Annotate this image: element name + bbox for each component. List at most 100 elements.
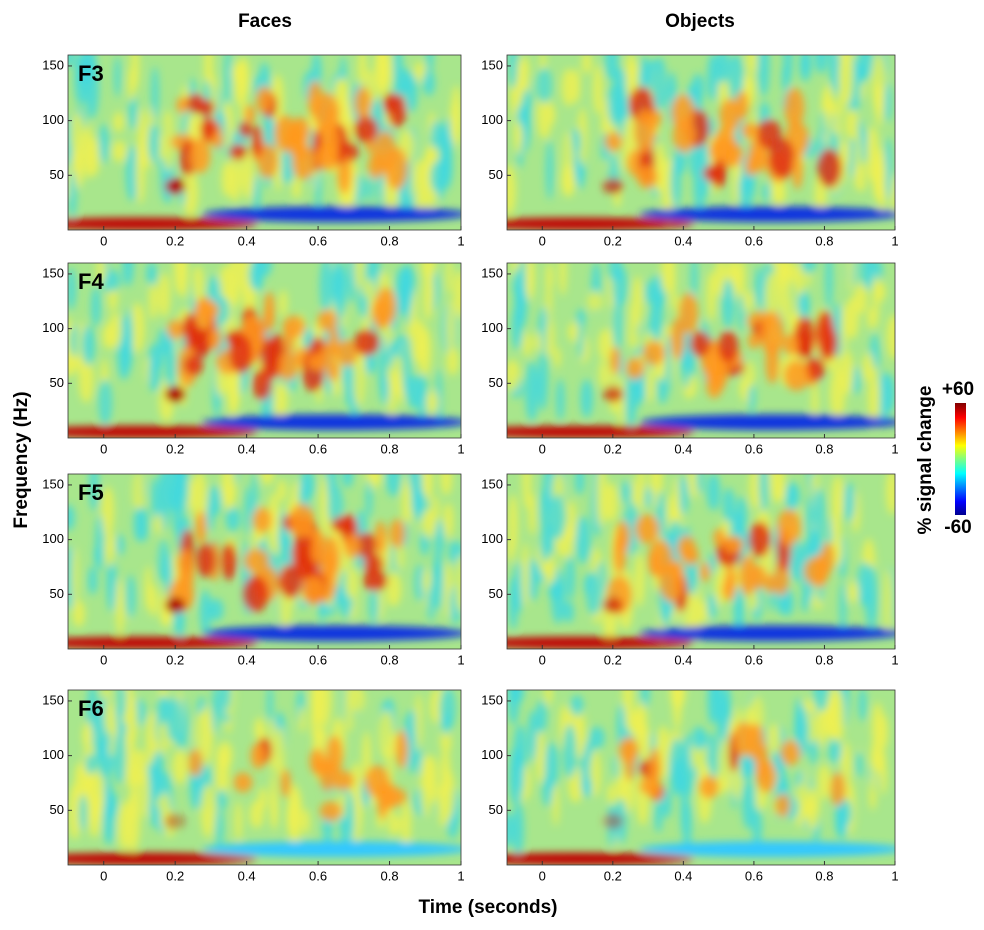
x-tick-label: 0.4 bbox=[674, 868, 692, 883]
texture-blob bbox=[813, 690, 829, 712]
texture-blob bbox=[117, 801, 132, 851]
x-tick-label: 0 bbox=[539, 441, 546, 456]
texture-blob bbox=[625, 365, 637, 429]
x-tick-label: 0.8 bbox=[815, 868, 833, 883]
texture-blob bbox=[420, 263, 437, 280]
texture-blob bbox=[406, 728, 415, 774]
texture-blob bbox=[511, 305, 523, 350]
texture-blob bbox=[114, 56, 121, 98]
texture-blob bbox=[548, 104, 556, 125]
texture-blob bbox=[581, 55, 592, 75]
activity-blob bbox=[315, 143, 340, 171]
activity-blob bbox=[804, 357, 826, 381]
y-tick-label: 100 bbox=[42, 112, 64, 127]
texture-blob bbox=[341, 474, 354, 488]
y-tick-label: 100 bbox=[42, 320, 64, 335]
texture-blob bbox=[764, 272, 780, 325]
texture-blob bbox=[838, 141, 852, 166]
activity-blob bbox=[257, 143, 278, 179]
texture-blob bbox=[706, 474, 721, 511]
texture-blob bbox=[223, 690, 232, 710]
colorbar bbox=[955, 403, 966, 515]
texture-blob bbox=[841, 303, 848, 354]
x-tick-label: 1 bbox=[891, 868, 898, 883]
texture-blob bbox=[652, 56, 667, 111]
heatmap bbox=[507, 474, 895, 649]
texture-blob bbox=[621, 480, 633, 505]
y-axis-label: Frequency (Hz) bbox=[11, 391, 32, 528]
activity-blob bbox=[723, 535, 744, 554]
texture-blob bbox=[113, 731, 127, 784]
texture-blob bbox=[533, 331, 542, 352]
activity-blob bbox=[188, 748, 203, 777]
x-tick-label: 0.6 bbox=[745, 652, 763, 667]
activity-blob bbox=[343, 534, 361, 559]
activity-blob bbox=[229, 143, 247, 160]
texture-blob bbox=[722, 487, 735, 523]
colorbar-tick-label: -60 bbox=[944, 517, 971, 538]
texture-blob bbox=[254, 717, 265, 742]
activity-blob bbox=[722, 578, 736, 601]
texture-blob bbox=[548, 580, 564, 601]
texture-blob bbox=[385, 474, 402, 497]
activity-blob bbox=[782, 333, 799, 356]
texture-blob bbox=[612, 294, 623, 353]
heatmap-texture bbox=[68, 55, 461, 230]
texture-blob bbox=[128, 93, 138, 130]
texture-blob bbox=[672, 690, 682, 730]
texture-blob bbox=[800, 263, 817, 275]
texture-blob bbox=[216, 788, 227, 810]
texture-blob bbox=[781, 63, 790, 93]
texture-blob bbox=[268, 492, 280, 543]
activity-blob bbox=[293, 554, 314, 579]
activity-blob bbox=[699, 775, 719, 799]
texture-blob bbox=[849, 135, 856, 179]
texture-blob bbox=[420, 754, 432, 817]
texture-blob bbox=[316, 690, 332, 728]
texture-blob bbox=[217, 741, 233, 769]
texture-blob bbox=[575, 516, 591, 564]
texture-blob bbox=[806, 493, 814, 541]
onset-blob bbox=[602, 813, 623, 830]
texture-blob bbox=[366, 174, 374, 203]
activity-blob bbox=[610, 346, 621, 375]
texture-blob bbox=[209, 598, 224, 622]
texture-blob bbox=[172, 749, 188, 785]
texture-blob bbox=[878, 371, 888, 427]
texture-blob bbox=[116, 534, 125, 556]
texture-blob bbox=[422, 568, 431, 595]
texture-blob bbox=[225, 506, 241, 532]
activity-blob bbox=[776, 508, 801, 546]
texture-blob bbox=[708, 552, 716, 574]
texture-blob bbox=[125, 145, 139, 202]
texture-blob bbox=[854, 131, 862, 190]
texture-blob bbox=[552, 783, 560, 827]
activity-blob bbox=[261, 337, 280, 380]
texture-blob bbox=[378, 709, 395, 760]
texture-blob bbox=[241, 151, 255, 200]
texture-blob bbox=[158, 272, 171, 318]
onset-band bbox=[68, 425, 258, 438]
x-tick-label: 0 bbox=[539, 652, 546, 667]
texture-blob bbox=[344, 568, 359, 599]
activity-blob bbox=[713, 528, 726, 547]
activity-blob bbox=[668, 560, 684, 579]
texture-blob bbox=[154, 513, 163, 534]
activity-blob bbox=[194, 296, 215, 331]
y-tick-label: 100 bbox=[481, 531, 503, 546]
activity-blob bbox=[388, 94, 407, 128]
texture-blob bbox=[426, 390, 439, 414]
texture-blob bbox=[434, 519, 445, 555]
texture-blob bbox=[846, 263, 854, 292]
texture-blob bbox=[378, 334, 387, 398]
texture-blob bbox=[580, 379, 593, 418]
texture-blob bbox=[232, 62, 247, 84]
texture-blob bbox=[574, 706, 586, 758]
texture-blob bbox=[446, 298, 456, 357]
axes-frame bbox=[506, 689, 896, 866]
texture-blob bbox=[83, 721, 92, 751]
texture-blob bbox=[514, 122, 523, 155]
activity-blob bbox=[280, 768, 291, 798]
texture-blob bbox=[420, 509, 437, 538]
texture-blob bbox=[91, 286, 101, 327]
